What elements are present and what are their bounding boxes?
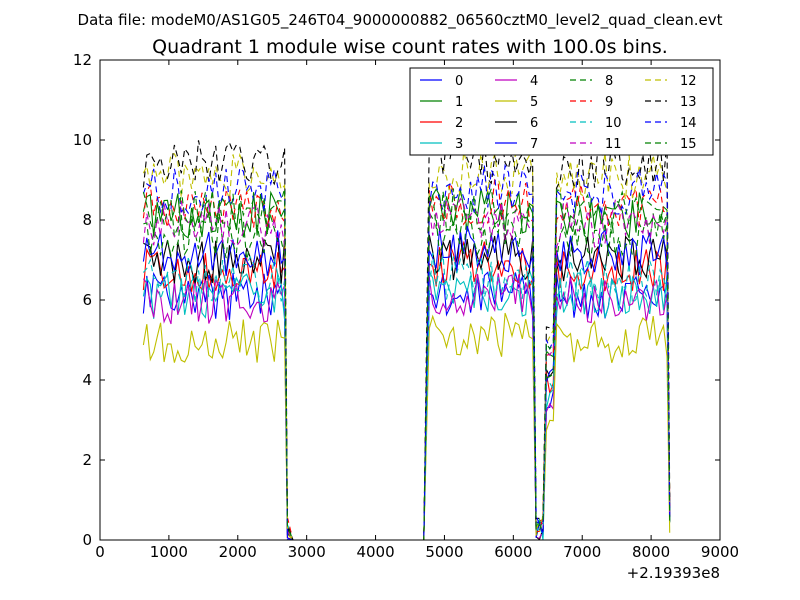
x-tick-label: 7000 — [563, 543, 601, 561]
legend-label-15: 15 — [680, 137, 697, 152]
series-line-13 — [142, 137, 671, 541]
x-axis-offset-label: +2.19393e8 — [627, 564, 720, 582]
data-layer — [142, 137, 671, 541]
legend-label-2: 2 — [455, 116, 463, 131]
series-line-3 — [142, 268, 671, 541]
x-tick-label: 8000 — [632, 543, 670, 561]
y-tick-label: 6 — [82, 291, 92, 309]
axis-ticks: 0 1000 2000 3000 4000 5000 6000 7000 8000 9000 0 2 4… — [73, 51, 739, 561]
chart-title: Quadrant 1 module wise count rates with … — [152, 36, 668, 58]
figure-suptitle: Data file: modeM0/AS1G05_246T04_90000008… — [78, 11, 723, 30]
legend-label-9: 9 — [605, 95, 613, 110]
series-line-11 — [142, 197, 671, 541]
legend-label-14: 14 — [680, 116, 697, 131]
series-line-5 — [142, 312, 671, 541]
x-tick-label: 9000 — [701, 543, 739, 561]
legend-label-5: 5 — [530, 95, 538, 110]
legend-label-13: 13 — [680, 95, 697, 110]
legend-label-0: 0 — [455, 74, 463, 89]
legend-label-6: 6 — [530, 116, 538, 131]
x-tick-label: 2000 — [219, 543, 257, 561]
y-tick-label: 12 — [73, 51, 92, 69]
legend-label-4: 4 — [530, 74, 538, 89]
series-line-15 — [142, 188, 671, 541]
x-tick-label: 6000 — [494, 543, 532, 561]
series-line-10 — [142, 252, 671, 541]
legend-box — [409, 67, 714, 156]
series-line-2 — [142, 240, 671, 541]
y-tick-label: 0 — [82, 531, 92, 549]
legend-label-8: 8 — [605, 74, 613, 89]
y-tick-label: 2 — [82, 451, 92, 469]
x-tick-label: 3000 — [288, 543, 326, 561]
legend-label-3: 3 — [455, 137, 463, 152]
x-tick-label: 0 — [95, 543, 105, 561]
legend-label-11: 11 — [605, 137, 622, 152]
legend-label-1: 1 — [455, 95, 463, 110]
y-tick-label: 10 — [73, 131, 92, 149]
series-line-7 — [142, 226, 671, 541]
y-tick-label: 8 — [82, 211, 92, 229]
legend-label-12: 12 — [680, 74, 697, 89]
series-line-9 — [142, 178, 671, 541]
y-tick-label: 4 — [82, 371, 92, 389]
series-line-14 — [142, 163, 671, 541]
x-tick-label: 1000 — [150, 543, 188, 561]
x-tick-label: 4000 — [356, 543, 394, 561]
series-line-6 — [143, 234, 671, 541]
legend-label-10: 10 — [605, 116, 622, 131]
series-line-4 — [142, 273, 671, 541]
x-tick-label: 5000 — [425, 543, 463, 561]
legend-label-7: 7 — [530, 137, 538, 152]
